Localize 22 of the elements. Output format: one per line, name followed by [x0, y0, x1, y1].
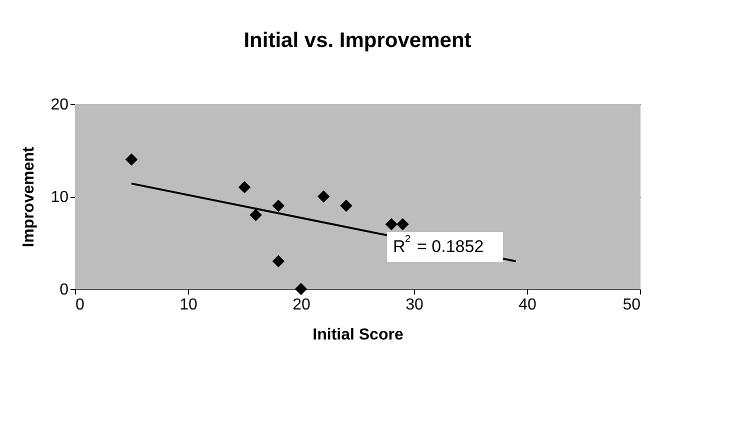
- point: [396, 218, 409, 230]
- x-tick-label: 30: [406, 296, 424, 314]
- x-axis-title: Initial Score: [312, 326, 404, 344]
- point: [272, 255, 285, 268]
- point: [340, 200, 352, 212]
- chart-title: Initial vs. Improvement: [244, 29, 472, 52]
- y-axis-title: Improvement: [20, 146, 38, 248]
- x-tick-label: 40: [518, 296, 536, 314]
- point: [238, 181, 251, 194]
- point: [385, 218, 398, 230]
- x-tick-label: 0: [76, 296, 84, 314]
- y-tick-label: 20: [50, 96, 69, 114]
- y-tick-label: 0: [60, 282, 69, 298]
- point: [317, 190, 330, 203]
- x-tick-label: 20: [292, 296, 310, 314]
- y-tick-label: 10: [50, 189, 69, 206]
- x-tick-label: 50: [622, 296, 641, 314]
- point: [294, 282, 308, 296]
- point: [272, 200, 285, 212]
- point: [125, 153, 138, 166]
- point: [250, 208, 262, 222]
- x-tick-label: 10: [180, 296, 198, 314]
